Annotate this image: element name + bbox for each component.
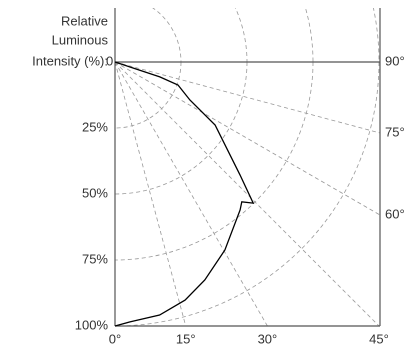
axis-label: Luminous <box>52 32 109 47</box>
angle-tick-label: 15° <box>176 331 196 346</box>
r-tick-label: 100% <box>75 317 109 332</box>
grid-ray <box>115 61 380 216</box>
angle-tick-label: 90° <box>385 53 404 68</box>
r-tick-label: 25% <box>82 119 108 134</box>
grid-circle <box>115 8 314 261</box>
angle-tick-label: 30° <box>258 331 278 346</box>
grid-ray <box>115 61 268 326</box>
grid-ray <box>115 61 380 134</box>
grid-ray <box>115 61 380 326</box>
angle-tick-label: 60° <box>385 206 404 221</box>
axis-label: Relative <box>61 13 108 28</box>
r-tick-label: 75% <box>82 251 108 266</box>
axis-label: Intensity (%): <box>32 53 108 68</box>
grid <box>115 8 380 326</box>
angle-tick-label: 45° <box>369 331 389 346</box>
intensity-curve <box>114 61 255 327</box>
angle-tick-label: 0° <box>109 331 121 346</box>
angle-tick-label: 75° <box>385 124 404 139</box>
grid-circle <box>115 8 248 195</box>
r-tick-label: 50% <box>82 185 108 200</box>
grid-circle <box>115 8 380 326</box>
r-tick-label: 0 <box>106 53 113 68</box>
grid-ray <box>115 61 187 326</box>
